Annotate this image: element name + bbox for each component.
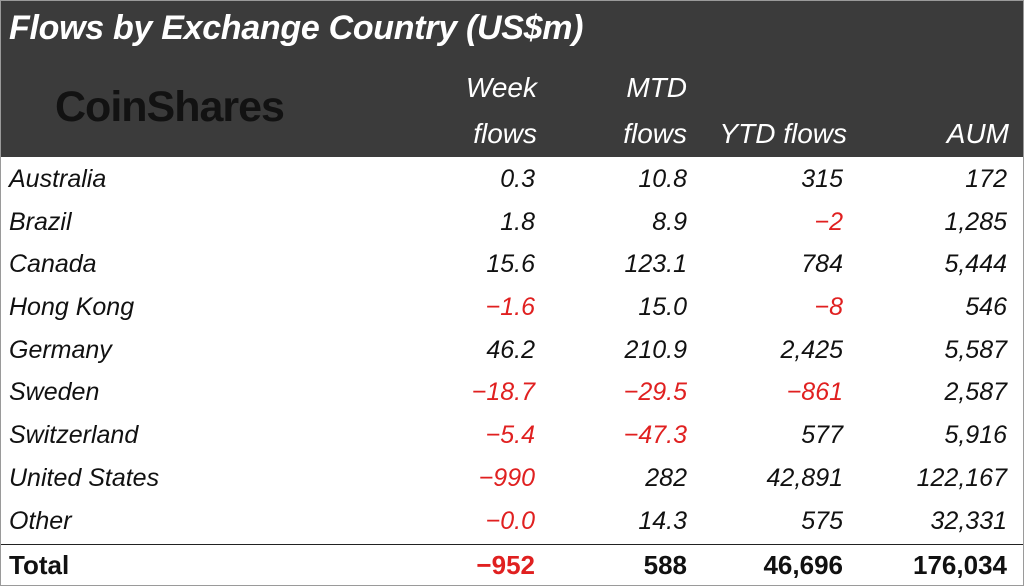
total-ytd-flows: 46,696 [763, 550, 843, 580]
table-row: Other −0.0 14.3 575 32,331 [1, 500, 1023, 543]
cell-ytd-flows: 2,425 [780, 335, 843, 364]
cell-mtd-flows: 14.3 [638, 506, 687, 535]
cell-week-flows: −990 [478, 463, 535, 492]
cell-ytd-flows: 575 [801, 506, 843, 535]
table-title: Flows by Exchange Country (US$m) [9, 9, 584, 47]
cell-week-flows: −5.4 [485, 421, 535, 450]
cell-ytd-flows: −8 [814, 293, 843, 322]
cell-mtd-flows: 10.8 [638, 165, 687, 193]
total-divider [1, 544, 1023, 545]
total-week-flows: −952 [476, 550, 535, 580]
table-row: Canada 15.6 123.1 784 5,444 [1, 243, 1023, 286]
cell-mtd-flows: 15.0 [638, 293, 687, 322]
cell-week-flows: 15.6 [486, 250, 535, 279]
row-label: Hong Kong [9, 293, 135, 322]
column-header-mtd-flows: MTD flows [623, 72, 687, 149]
cell-mtd-flows: 123.1 [624, 250, 687, 279]
cell-week-flows: 0.3 [500, 165, 535, 193]
table-row: Sweden −18.7 −29.5 −861 2,587 [1, 371, 1023, 414]
cell-week-flows: 1.8 [500, 207, 535, 236]
cell-ytd-flows: −2 [814, 207, 843, 236]
cell-mtd-flows: −29.5 [623, 378, 687, 407]
table-row: Australia 0.3 10.8 315 172 [1, 158, 1023, 201]
cell-week-flows: 46.2 [486, 335, 535, 364]
row-label: Other [9, 506, 72, 535]
row-label: Canada [9, 250, 97, 279]
table-row: Germany 46.2 210.9 2,425 5,587 [1, 329, 1023, 372]
total-row: Total −952 588 46,696 176,034 [1, 544, 1023, 585]
total-aum: 176,034 [913, 550, 1007, 580]
cell-aum: 546 [965, 293, 1007, 322]
cell-week-flows: −1.6 [485, 293, 535, 322]
cell-aum: 122,167 [916, 463, 1007, 492]
cell-aum: 5,916 [944, 421, 1007, 450]
row-label: Germany [9, 335, 112, 364]
row-label: United States [9, 463, 160, 492]
row-label: Australia [9, 165, 107, 193]
table-row: Switzerland −5.4 −47.3 577 5,916 [1, 414, 1023, 457]
column-header-ytd-flows: YTD flows [719, 118, 847, 149]
row-label: Brazil [9, 207, 72, 236]
cell-mtd-flows: −47.3 [623, 421, 687, 450]
coinshares-logo: CoinShares [55, 83, 285, 131]
cell-aum: 2,587 [944, 378, 1007, 407]
cell-aum: 172 [965, 165, 1007, 193]
table-row: United States −990 282 42,891 122,167 [1, 457, 1023, 500]
cell-aum: 32,331 [930, 506, 1007, 535]
table-row: Hong Kong −1.6 15.0 −8 546 [1, 286, 1023, 329]
cell-aum: 1,285 [944, 207, 1007, 236]
row-label: Sweden [9, 378, 100, 407]
cell-mtd-flows: 8.9 [652, 207, 687, 236]
cell-mtd-flows: 282 [645, 463, 687, 492]
cell-ytd-flows: 784 [801, 250, 843, 279]
cell-mtd-flows: 210.9 [624, 335, 687, 364]
total-mtd-flows: 588 [643, 550, 687, 580]
table-header: Flows by Exchange Country (US$m) CoinSha… [1, 1, 1023, 157]
column-header-aum: AUM [946, 118, 1009, 149]
cell-ytd-flows: 577 [801, 421, 843, 450]
cell-week-flows: −0.0 [485, 506, 535, 535]
cell-aum: 5,444 [944, 250, 1007, 279]
total-label: Total [9, 550, 70, 580]
cell-week-flows: −18.7 [471, 378, 535, 407]
cell-ytd-flows: 315 [801, 165, 843, 193]
column-header-week-flows: Week flows [465, 72, 537, 149]
table-body: Australia 0.3 10.8 315 172 Brazil 1.8 8.9 −2 1,28… [1, 158, 1023, 542]
row-label: Switzerland [9, 421, 139, 450]
table-row: Brazil 1.8 8.9 −2 1,285 [1, 201, 1023, 244]
cell-ytd-flows: 42,891 [766, 463, 843, 492]
cell-ytd-flows: −861 [786, 378, 843, 407]
cell-aum: 5,587 [944, 335, 1007, 364]
